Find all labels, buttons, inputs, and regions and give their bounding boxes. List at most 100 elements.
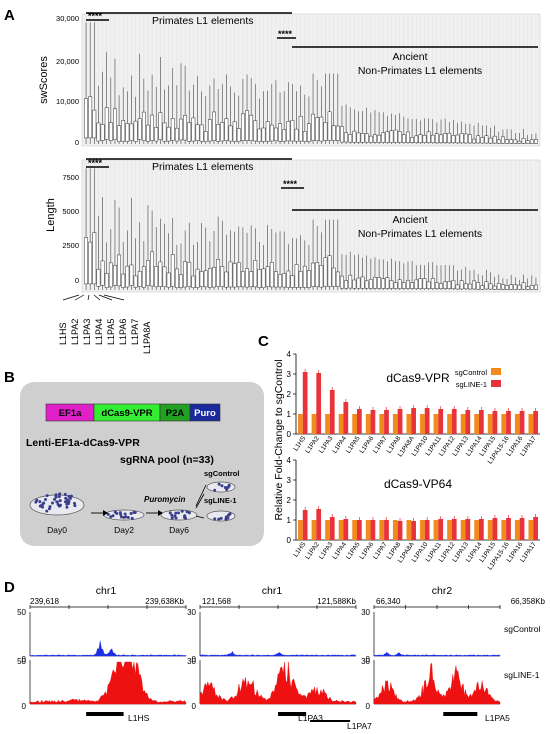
bar-sgline [465,410,471,434]
box [166,272,171,288]
box [323,122,328,141]
bar-sgcontrol [338,414,344,434]
cell [123,512,127,516]
bar-sgline [302,372,308,434]
signal-track-control [29,640,187,657]
cell [109,515,113,519]
box [467,283,472,290]
bar-sgcontrol [392,520,398,540]
box [137,271,142,287]
bar-sgline [533,411,538,434]
box [509,284,514,290]
gene-label-2: L1PA7 [347,721,372,731]
y-tick-label: 4 [287,456,292,465]
bar-sgline [316,509,322,540]
box [212,111,216,141]
bar-sgcontrol [501,520,507,540]
box [459,133,464,144]
box [455,284,460,290]
track-column: chr1 239,618 239,638Kb L1HS [30,585,185,723]
chart-title: dCas9-VPR [386,371,450,385]
box [327,111,332,141]
scale-label: 30 [361,657,370,666]
box [496,282,501,290]
box [228,125,233,142]
label-connector [103,294,125,301]
y-tick-label: 0 [75,138,79,147]
y-tick-label: 10,000 [56,97,79,106]
box [513,284,518,290]
bar-sgline [397,521,403,540]
y-tick-label: 5000 [62,207,79,216]
bar-sgline [479,519,484,540]
coord-start: 121,568 [202,597,231,606]
box [517,140,522,144]
bar-sgcontrol [528,520,534,540]
track-column: chr1 121,568 121,588Kb L1PA3 L1PA7 [202,585,372,731]
cell [132,510,136,514]
box [108,262,113,288]
cell [217,517,221,521]
box [207,268,212,288]
box [187,261,192,287]
bar-sgcontrol [420,520,425,540]
box [212,266,216,288]
box [418,134,423,144]
ancient-annotation: Ancient [392,214,427,226]
box [472,138,476,144]
box [377,134,382,143]
box [389,280,394,289]
box [472,280,476,290]
box [113,108,117,140]
cell [174,511,178,515]
box [166,126,171,142]
y-tick-label: 1 [287,516,292,525]
gene-annotation-bar [86,712,124,716]
plot-background [81,13,541,147]
cell [73,504,77,508]
box [364,280,369,289]
box [521,138,526,144]
y-tick-label: 0 [287,536,292,545]
cell [38,500,42,504]
box [422,278,427,290]
track-column: chr2 66,340 66,358Kb L1PA5 [376,585,546,723]
cell [180,509,184,513]
coord-end: 239,638Kb [145,597,184,606]
box [451,135,456,144]
box [393,282,398,289]
cell [111,514,115,518]
box [253,120,258,142]
box [480,285,485,290]
panel-a-x-labels: L1HS L1PA2 L1PA3 L1PA4 L1PA5 L1PA6 L1PA7… [58,294,152,354]
bar-sgcontrol [406,520,412,540]
box [414,279,419,290]
cell [35,498,39,502]
bar-sgline [357,409,362,434]
box [534,284,538,290]
box [298,116,303,142]
bar-sgcontrol [379,414,385,434]
box [278,123,282,142]
ancient-annotation: Non-Primates L1 elements [358,65,482,77]
y-tick-label: 7500 [62,173,79,182]
puro-block [189,403,221,422]
day-label: Day6 [169,525,189,535]
box [236,128,241,142]
box [340,126,344,143]
box [463,133,468,144]
box [529,139,534,144]
day-label: Day2 [114,525,134,535]
y-axis-label: swScores [38,56,50,104]
box [158,112,163,140]
y-tick-label: 2 [287,496,292,505]
cell [63,492,67,496]
chart-title: dCas9-VP64 [384,477,452,491]
box [133,120,138,142]
box [257,128,262,142]
box [505,285,509,290]
x-tick-label: L1PA7 [130,319,140,345]
box [207,119,212,142]
y-tick-label: 4 [287,350,292,359]
bar-sgcontrol [487,414,493,434]
